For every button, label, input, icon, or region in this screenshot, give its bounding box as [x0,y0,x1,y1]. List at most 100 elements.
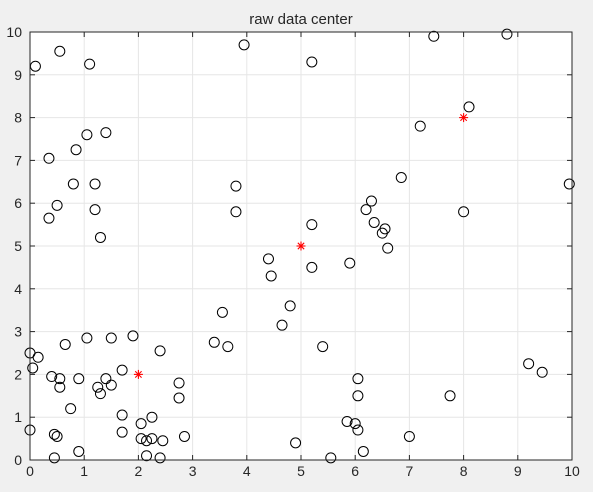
data-point [352,373,364,385]
data-point [365,195,377,207]
data-point [341,415,353,427]
center-points [133,113,469,379]
data-point [222,341,234,353]
y-tick-label: 3 [14,324,22,340]
center-marker [296,241,306,251]
y-tick-label: 5 [14,238,22,254]
data-point [306,56,318,68]
data-point [141,450,153,462]
data-point [414,120,426,132]
data-point [141,435,153,447]
data-point [89,204,101,216]
data-point [382,242,394,254]
data-point [116,409,128,421]
data-point [89,178,101,190]
data-points [24,28,575,464]
data-point [51,199,63,211]
data-point [51,430,63,442]
data-point [306,261,318,273]
data-point [284,300,296,312]
y-tick-label: 2 [14,366,22,382]
y-tick-label: 4 [14,281,22,297]
data-point [32,351,44,363]
data-point [290,437,302,449]
data-point [344,257,356,269]
data-point [208,336,220,348]
data-point [59,338,71,350]
data-point [368,216,380,228]
data-point [325,452,337,464]
y-tick-label: 0 [14,452,22,468]
data-point [146,411,158,423]
data-point [444,390,456,402]
data-point [81,129,93,141]
data-point [357,445,369,457]
data-point [43,152,55,164]
data-point [352,424,364,436]
data-point [54,381,66,393]
x-tick-label: 8 [460,463,468,479]
data-point [54,373,66,385]
data-point [463,101,475,113]
y-tick-label: 6 [14,195,22,211]
data-point [395,172,407,184]
y-tick-label: 1 [14,409,22,425]
data-point [84,58,96,70]
data-point [65,403,77,415]
data-point [157,435,169,447]
grid-lines [30,32,572,460]
x-tick-label: 2 [135,463,143,479]
data-point [127,330,139,342]
data-point [46,371,58,383]
data-point [43,212,55,224]
x-tick-label: 3 [189,463,197,479]
chart-title: raw data center [249,11,352,28]
data-point [376,227,388,239]
data-point [349,418,361,430]
data-point [238,39,250,51]
data-point [67,178,79,190]
y-tick-label: 9 [14,67,22,83]
x-tick-label: 0 [26,463,34,479]
data-point [230,180,242,192]
data-point [262,253,274,265]
data-point [154,452,166,464]
data-point [563,178,575,190]
data-point [94,231,106,243]
y-tick-label: 8 [14,110,22,126]
data-point [216,306,228,318]
data-point [100,127,112,139]
data-point [92,381,104,393]
data-point [265,270,277,282]
data-point [154,345,166,357]
x-tick-label: 1 [80,463,88,479]
x-tick-label: 5 [297,463,305,479]
data-point [501,28,513,40]
data-point [70,144,82,156]
data-point [173,377,185,389]
center-marker [133,369,143,379]
data-point [458,206,470,218]
x-tick-label: 6 [351,463,359,479]
data-point [100,373,112,385]
data-point [360,204,372,216]
data-point [48,428,60,440]
data-point [116,426,128,438]
data-point [73,373,85,385]
data-point [135,418,147,430]
data-point [81,332,93,344]
center-marker [459,113,469,123]
x-tick-label: 4 [243,463,251,479]
data-point [73,445,85,457]
x-tick-label: 10 [564,463,580,479]
data-point [403,430,415,442]
data-point [173,392,185,404]
data-point [105,332,117,344]
axis-ticks: 0 1 2 3 4 5 6 7 8 9 10 0 1 2 3 4 5 6 7 8 9 10 [6,24,580,479]
data-point [428,30,440,42]
data-point [105,379,117,391]
data-point [230,206,242,218]
data-point [317,341,329,353]
data-point [94,388,106,400]
